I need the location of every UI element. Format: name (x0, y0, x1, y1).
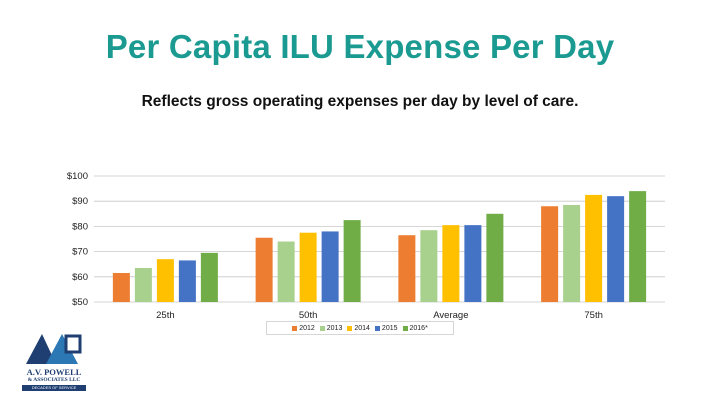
slide-title: Per Capita ILU Expense Per Day (105, 28, 615, 65)
logo-name: A.V. POWELL (26, 367, 82, 377)
y-tick-label: $50 (72, 297, 88, 308)
legend-label: 2015 (381, 324, 398, 332)
logo-tagline: DECADES OF SERVICE (22, 385, 86, 391)
bar (398, 235, 416, 302)
logo-subtitle: & ASSOCIATES LLC (27, 377, 81, 383)
slide-subtitle: Reflects gross operating expenses per da… (141, 93, 579, 110)
bar (420, 230, 438, 302)
x-tick-label: Average (433, 310, 468, 320)
legend-swatch (374, 325, 380, 331)
x-tick-label: 50th (299, 310, 318, 320)
chart-legend: 2012 2013 2014 2015 2016* (266, 321, 454, 335)
y-tick-label: $60 (72, 272, 88, 283)
legend-item: 2016* (402, 324, 428, 332)
bar (178, 260, 196, 302)
legend-item: 2013 (319, 324, 343, 332)
bar (321, 231, 339, 302)
x-tick-label: 75th (584, 310, 603, 320)
bar (563, 204, 581, 302)
bar (156, 259, 174, 302)
legend-label: 2016* (409, 324, 428, 332)
bar (112, 273, 130, 302)
bar (607, 196, 625, 302)
legend-label: 2013 (326, 324, 343, 332)
bar (541, 206, 559, 302)
legend-swatch (402, 325, 408, 331)
bar (442, 225, 460, 302)
company-logo (26, 334, 82, 364)
bar (299, 232, 317, 302)
y-tick-label: $80 (72, 221, 88, 232)
bar (255, 237, 273, 302)
bar-chart: $50 $60 $70 $80 $90 $100 25th 50th Average 75th (67, 171, 665, 320)
legend-label: 2012 (299, 324, 315, 332)
bar (486, 213, 504, 302)
bar (585, 194, 603, 302)
bar (343, 220, 361, 302)
legend-item: 2015 (374, 324, 398, 332)
bar (200, 252, 218, 302)
y-tick-label: $100 (67, 171, 88, 182)
legend-swatch (319, 325, 325, 331)
bar (629, 191, 647, 302)
legend-swatch (292, 325, 298, 331)
x-tick-label: 25th (156, 310, 175, 320)
legend-item: 2014 (347, 325, 370, 332)
legend-item: 2012 (292, 325, 315, 332)
bar (464, 225, 482, 302)
bar (277, 241, 295, 302)
y-tick-label: $90 (72, 196, 88, 207)
legend-label: 2014 (354, 324, 370, 332)
legend-swatch (347, 325, 353, 331)
y-tick-label: $70 (72, 247, 88, 258)
bar (134, 267, 152, 302)
